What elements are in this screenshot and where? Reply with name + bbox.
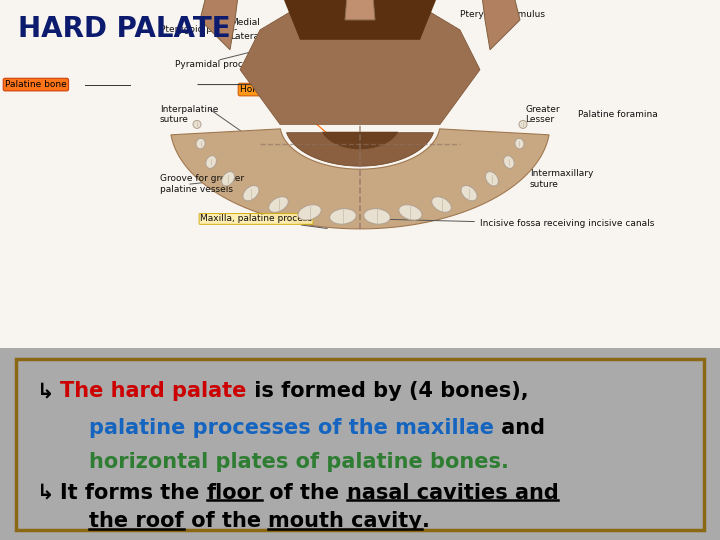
Text: .: .	[422, 511, 430, 531]
Text: Maxilla, palatine process: Maxilla, palatine process	[200, 214, 328, 228]
Text: Palatine foramina: Palatine foramina	[578, 110, 658, 119]
Text: HARD PALATE: HARD PALATE	[17, 15, 230, 43]
Text: Greater
Lesser: Greater Lesser	[525, 105, 559, 124]
Text: horizontal plates of palatine bones.: horizontal plates of palatine bones.	[60, 452, 509, 472]
Text: Incisive fossa receiving incisive canals: Incisive fossa receiving incisive canals	[373, 219, 654, 228]
Ellipse shape	[519, 120, 527, 129]
Text: of the: of the	[184, 511, 268, 531]
Polygon shape	[200, 0, 240, 50]
Text: Interpalatine
suture: Interpalatine suture	[160, 105, 218, 124]
Text: ↳: ↳	[37, 381, 55, 401]
Polygon shape	[345, 0, 375, 20]
Text: Palatine bone: Palatine bone	[5, 80, 67, 89]
Text: It forms the: It forms the	[60, 483, 207, 503]
Text: nasal cavities and: nasal cavities and	[346, 483, 558, 503]
Ellipse shape	[193, 120, 201, 129]
Text: Pyramidal process: Pyramidal process	[175, 60, 258, 69]
Text: and: and	[494, 418, 545, 438]
Text: palatine processes of the maxillae: palatine processes of the maxillae	[60, 418, 494, 438]
Polygon shape	[287, 133, 433, 166]
Text: Lateral: Lateral	[230, 32, 261, 42]
Ellipse shape	[485, 172, 498, 186]
Ellipse shape	[503, 156, 514, 168]
Text: Groove for greater
palatine vessels: Groove for greater palatine vessels	[160, 174, 244, 194]
Ellipse shape	[298, 205, 321, 220]
Text: of the: of the	[262, 483, 346, 503]
Text: is formed by (4 bones),: is formed by (4 bones),	[246, 381, 528, 401]
Ellipse shape	[330, 208, 356, 224]
Ellipse shape	[461, 185, 477, 201]
Ellipse shape	[432, 197, 451, 212]
Ellipse shape	[269, 197, 288, 212]
Text: Medial: Medial	[230, 18, 260, 28]
Text: ↳: ↳	[37, 483, 55, 503]
Polygon shape	[240, 0, 480, 124]
Text: floor: floor	[207, 483, 262, 503]
Text: Intermaxillary
suture: Intermaxillary suture	[530, 170, 593, 189]
Text: the roof: the roof	[89, 511, 184, 531]
Text: Horizontal plate: Horizontal plate	[240, 85, 337, 141]
Polygon shape	[322, 132, 398, 149]
Ellipse shape	[243, 185, 259, 201]
Ellipse shape	[206, 156, 217, 168]
Text: Pterygoid plates-: Pterygoid plates-	[160, 25, 238, 35]
Ellipse shape	[515, 138, 524, 149]
Polygon shape	[280, 0, 440, 40]
Polygon shape	[171, 129, 549, 229]
Ellipse shape	[196, 138, 205, 149]
Ellipse shape	[399, 205, 422, 220]
Ellipse shape	[364, 208, 390, 224]
Text: mouth cavity: mouth cavity	[268, 511, 422, 531]
Polygon shape	[480, 0, 520, 50]
Ellipse shape	[222, 172, 235, 186]
Text: Pterygoid hamulus: Pterygoid hamulus	[460, 10, 545, 19]
Text: The hard palate: The hard palate	[60, 381, 246, 401]
